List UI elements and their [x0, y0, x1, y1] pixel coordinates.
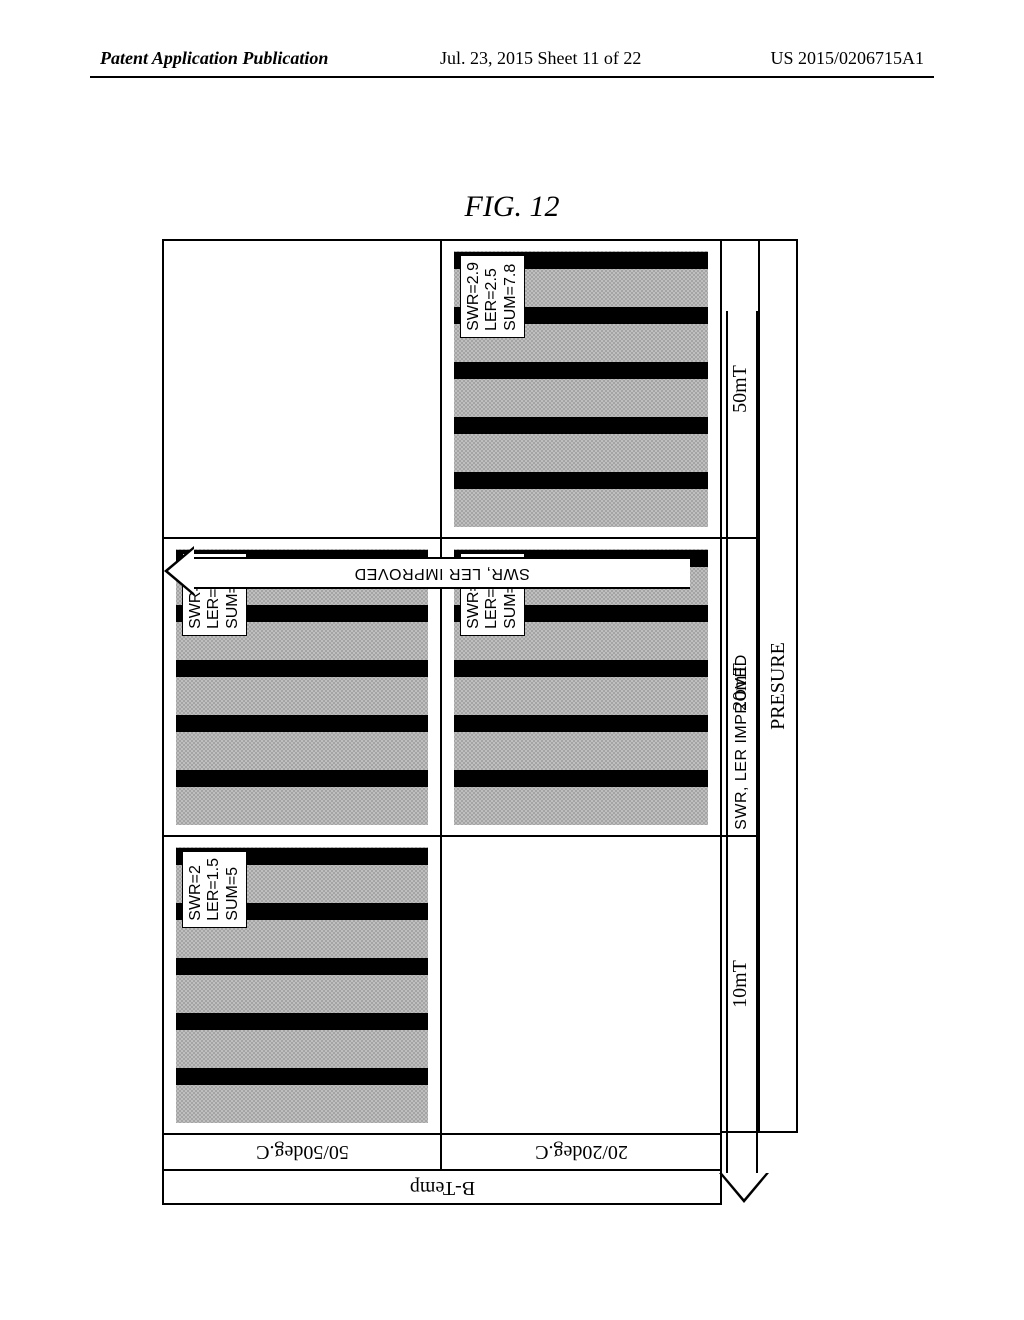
vertical-arrow-label: SWR, LER IMPROVED — [354, 564, 530, 582]
ler: 2.5 — [483, 268, 500, 290]
metrics-box: SWR=2 LER=1.5 SUM=5 — [182, 851, 247, 928]
cell-r1-c2: SWR=2.9 LER=2.5 SUM=7.8 — [442, 239, 722, 537]
vertical-arrow: SWR, LER IMPROVED — [192, 557, 690, 589]
x-axis-col-2-label: 50mT — [729, 365, 752, 413]
cell-r0-c2 — [162, 239, 442, 537]
swr: 2 — [187, 865, 204, 874]
y-axis-row-1: 20/20deg.C — [442, 1133, 722, 1169]
header-left: Patent Application Publication — [100, 48, 328, 69]
metrics-box: SWR=2.9 LER=2.5 SUM=7.8 — [460, 255, 525, 338]
figure-body: B-Temp 50/50deg.C 20/20deg.C SWR=2 LER=1… — [162, 235, 798, 1205]
ler: 1.5 — [205, 858, 222, 880]
figure-caption: FIG. 12 — [465, 190, 560, 224]
y-axis-outer: B-Temp — [162, 1169, 722, 1205]
header-right: US 2015/0206715A1 — [770, 48, 924, 69]
y-axis-outer-label: B-Temp — [409, 1175, 474, 1198]
sum: 5 — [224, 867, 241, 876]
x-axis-col-1-label: 20mT — [729, 663, 752, 711]
swr: 2.9 — [465, 262, 482, 284]
x-axis-outer-label: PRESURE — [767, 642, 790, 730]
x-axis-outer: PRESURE — [760, 239, 798, 1133]
y-axis-row-0: 50/50deg.C — [162, 1133, 442, 1169]
cell-r1-c0 — [442, 835, 722, 1133]
sum: 7.8 — [502, 264, 519, 286]
x-axis-col-1: 20mT — [722, 537, 760, 835]
x-axis-col-2: 50mT — [722, 239, 760, 537]
cell-r0-c0: SWR=2 LER=1.5 SUM=5 — [162, 835, 442, 1133]
header-rule — [90, 76, 934, 78]
x-axis-col-0-label: 10mT — [729, 960, 752, 1008]
header-center: Jul. 23, 2015 Sheet 11 of 22 — [440, 48, 641, 69]
y-axis-row-1-label: 20/20deg.C — [535, 1141, 628, 1164]
figure-table: B-Temp 50/50deg.C 20/20deg.C SWR=2 LER=1… — [162, 235, 798, 1205]
y-axis-row-0-label: 50/50deg.C — [256, 1141, 349, 1164]
x-axis-col-0: 10mT — [722, 835, 760, 1133]
